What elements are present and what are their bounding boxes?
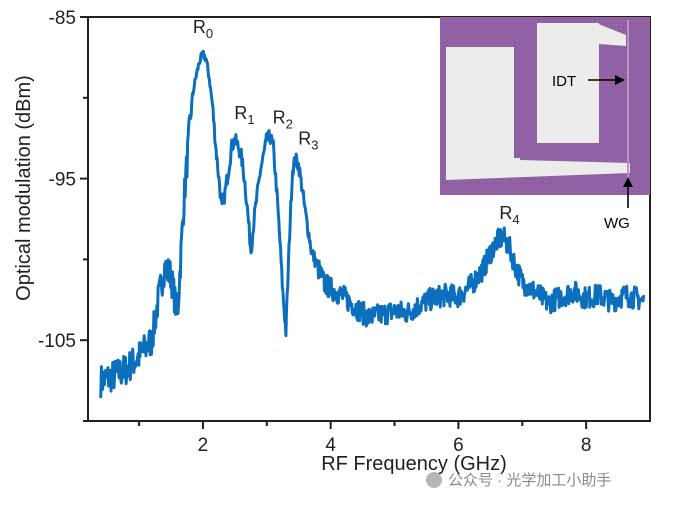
x-tick-label: 4 [325,435,336,456]
x-tick-label: 8 [581,435,592,456]
inset-label-wg: WG [604,215,630,232]
x-axis-ticks: 2 4 6 8 [138,421,592,456]
y-tick-label: -85 [49,8,76,29]
x-tick-label: 2 [198,435,209,456]
y-axis-title: Optical modulation (dBm) [13,75,35,301]
x-tick-label: 6 [453,435,464,456]
y-axis-ticks: -85 -95 -105 [38,8,88,422]
inset-electrode-bottom [446,158,630,180]
series-line-optical-modulation [99,49,646,399]
y-tick-label: -95 [49,170,76,191]
plot-layer [99,49,646,399]
inset-electrode-left [446,47,514,162]
watermark: 公众号 · 光学加工小助手 [426,472,611,489]
peak-label-r4: R4 [499,203,519,227]
inset-electrode-right [537,23,599,143]
watermark-text: 公众号 · 光学加工小助手 [448,472,611,489]
inset-electrode-arm-top [596,23,626,46]
peak-label-r1: R1 [234,103,254,127]
inset-micrograph: IDT WG [440,17,650,232]
x-axis-title: RF Frequency (GHz) [321,453,507,475]
wechat-icon [426,472,442,488]
peak-label-r3: R3 [298,129,318,153]
peak-label-r2: R2 [273,108,293,132]
inset-wg-arrowhead [623,177,633,187]
plot-frame [87,16,651,422]
inset-label-idt: IDT [552,73,576,90]
y-tick-label: -105 [38,331,76,352]
inset-idt-arrowhead [615,75,625,85]
peak-label-r0: R0 [193,17,213,41]
